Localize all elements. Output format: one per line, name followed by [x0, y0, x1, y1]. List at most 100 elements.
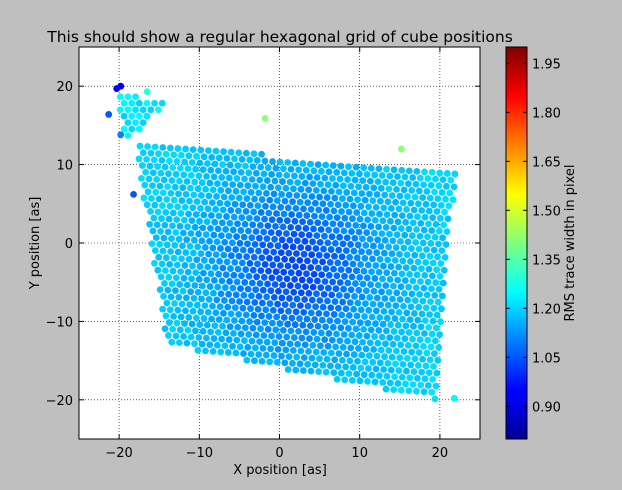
scatter-point — [176, 164, 184, 172]
scatter-point — [244, 343, 252, 351]
scatter-point — [315, 206, 323, 214]
scatter-point — [437, 260, 445, 267]
scatter-point — [344, 221, 352, 229]
scatter-point — [303, 270, 310, 278]
scatter-point — [312, 186, 320, 194]
scatter-point — [165, 170, 172, 178]
scatter-point — [377, 301, 385, 309]
scatter-point — [413, 329, 421, 337]
scatter-point — [276, 216, 284, 224]
scatter-point — [369, 358, 377, 366]
scatter-point — [357, 306, 365, 314]
scatter-point — [159, 144, 167, 151]
y-axis-label: Y position [as] — [28, 197, 43, 291]
scatter-point — [396, 192, 404, 200]
scatter-point — [238, 156, 246, 163]
scatter-point — [197, 146, 205, 154]
scatter-point — [143, 88, 151, 96]
scatter-point — [182, 307, 189, 315]
scatter-point — [413, 374, 421, 382]
scatter-point — [349, 260, 357, 268]
scatter-point — [328, 233, 336, 241]
scatter-point — [374, 281, 382, 289]
scatter-point — [334, 201, 342, 209]
scatter-point — [420, 226, 428, 234]
scatter-point — [241, 279, 249, 286]
scatter-point — [238, 259, 246, 267]
scatter-point — [419, 239, 427, 247]
scatter-point — [179, 287, 187, 295]
scatter-point — [403, 354, 411, 362]
scatter-point — [430, 201, 438, 209]
scatter-point — [299, 218, 306, 226]
scatter-point — [165, 273, 173, 281]
scatter-point — [257, 163, 265, 171]
scatter-point — [364, 377, 371, 385]
scatter-point — [427, 181, 435, 189]
scatter-point — [366, 235, 374, 243]
scatter-point — [192, 327, 199, 335]
scatter-point — [357, 261, 364, 268]
scatter-point — [182, 145, 189, 153]
scatter-point — [424, 278, 432, 286]
scatter-point — [279, 339, 286, 347]
scatter-point — [220, 251, 228, 259]
scatter-point — [424, 233, 431, 241]
scatter-point — [252, 331, 260, 339]
scatter-point — [409, 381, 417, 388]
scatter-point — [263, 338, 271, 346]
scatter-point — [235, 207, 242, 215]
scatter-point — [258, 196, 266, 203]
scatter-point — [315, 368, 322, 375]
scatter-point — [230, 271, 238, 279]
scatter-point — [247, 350, 255, 358]
scatter-point — [404, 341, 412, 349]
scatter-point — [410, 310, 418, 317]
scatter-point — [395, 367, 403, 374]
scatter-point — [227, 310, 235, 318]
scatter-point — [323, 194, 331, 201]
scatter-point — [214, 180, 221, 187]
scatter-point — [341, 272, 348, 280]
scatter-point — [254, 260, 261, 268]
scatter-point — [289, 198, 296, 206]
scatter-point — [387, 263, 395, 270]
scatter-point — [177, 313, 185, 321]
scatter-point — [292, 204, 300, 212]
scatter-point — [423, 188, 431, 195]
scatter-point — [307, 205, 315, 213]
scatter-point — [345, 312, 353, 319]
scatter-point — [442, 195, 449, 203]
scatter-point — [428, 285, 435, 293]
scatter-point — [369, 300, 377, 308]
scatter-point — [435, 344, 443, 351]
scatter-point — [413, 167, 421, 175]
scatter-point — [429, 214, 437, 222]
scatter-point — [374, 178, 382, 186]
axis-ticks: −20 −10 0 10 20 −20 −10 0 10 20 — [46, 47, 480, 461]
scatter-point — [432, 279, 440, 286]
scatter-point — [344, 176, 351, 183]
scatter-point — [350, 247, 358, 255]
scatter-point — [390, 269, 398, 277]
scatter-point — [219, 161, 227, 168]
scatter-point — [289, 347, 297, 354]
scatter-point — [410, 322, 417, 330]
scatter-point — [217, 245, 224, 252]
scatter-point — [398, 166, 406, 174]
scatter-point — [248, 176, 256, 183]
scatter-point — [289, 301, 297, 309]
plot-frame — [78, 46, 481, 440]
scatter-point — [394, 173, 401, 180]
scatter-point — [249, 163, 257, 171]
scatter-point — [375, 372, 383, 380]
scatter-point — [286, 178, 294, 186]
scatter-point — [195, 172, 203, 180]
scatter-point — [124, 132, 132, 139]
scatter-point — [398, 328, 405, 336]
scatter-point — [296, 256, 304, 264]
scatter-point — [404, 296, 412, 304]
scatter-point — [242, 162, 249, 170]
scatter-point — [383, 314, 391, 322]
scatter-point — [250, 150, 258, 158]
